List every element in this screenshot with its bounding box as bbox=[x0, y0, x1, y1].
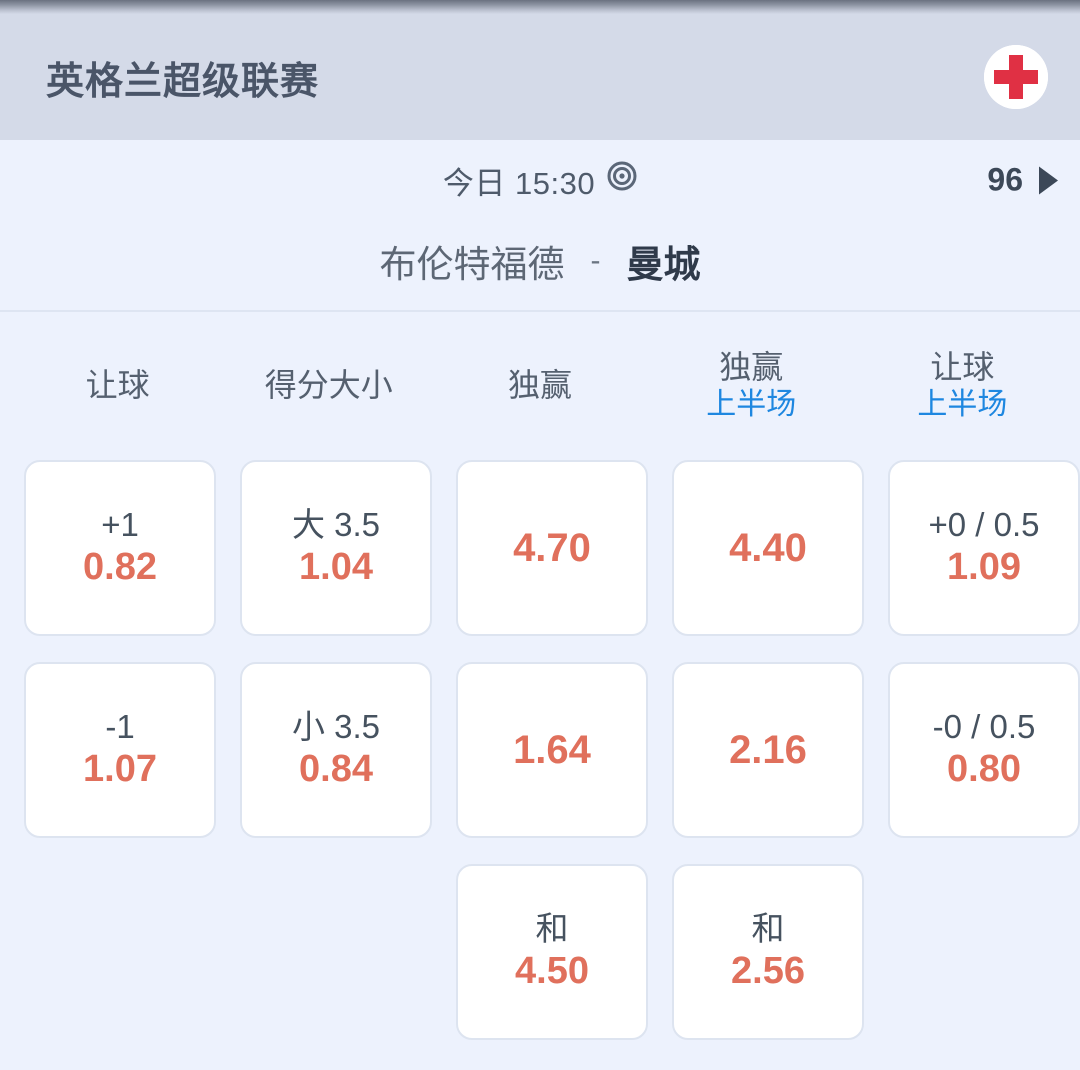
column-header-moneyline-first-half: 独赢 上半场 bbox=[658, 312, 845, 460]
odds-card-value: 2.56 bbox=[731, 950, 805, 993]
bullseye-icon bbox=[607, 161, 637, 199]
market-count: 96 bbox=[987, 161, 1023, 198]
odds-card-value: 1.07 bbox=[83, 748, 157, 791]
odds-slot: 4.40 bbox=[672, 460, 864, 636]
odds-card-label: 小 3.5 bbox=[291, 708, 381, 746]
odds-slot: 小 3.5 0.84 bbox=[240, 662, 432, 838]
match-meta-row: 今日 15:30 96 bbox=[0, 142, 1080, 218]
odds-card-label: 和 bbox=[751, 910, 785, 948]
odds-card[interactable]: +1 0.82 bbox=[24, 460, 216, 636]
red-cross-icon[interactable] bbox=[984, 45, 1048, 109]
odds-column-headers: 让球 得分大小 独赢 独赢 上半场 让球 上半场 bbox=[24, 312, 1056, 460]
odds-slot: +0 / 0.5 1.09 bbox=[888, 460, 1080, 636]
odds-slot: 大 3.5 1.04 bbox=[240, 460, 432, 636]
odds-card-value: 4.40 bbox=[729, 525, 807, 570]
app-header: 英格兰超级联赛 bbox=[0, 14, 1080, 140]
odds-card[interactable]: 和 2.56 bbox=[672, 864, 864, 1040]
odds-row: -1 1.07 小 3.5 0.84 1.64 2.16 -0 / 0.5 0.… bbox=[24, 662, 1080, 838]
odds-card-placeholder bbox=[24, 864, 216, 1040]
odds-card[interactable]: 大 3.5 1.04 bbox=[240, 460, 432, 636]
odds-card-label: +1 bbox=[101, 506, 139, 544]
odds-slot bbox=[24, 864, 216, 1040]
home-team-name: 布伦特福德 bbox=[379, 244, 565, 285]
odds-slot: 4.70 bbox=[456, 460, 648, 636]
odds-card-label: -1 bbox=[105, 708, 135, 746]
column-header-label: 让球 bbox=[930, 349, 995, 386]
market-count-group[interactable]: 96 bbox=[987, 162, 1058, 199]
column-header-label: 让球 bbox=[85, 367, 150, 404]
column-header-label: 独赢 bbox=[508, 367, 573, 404]
odds-slot: -0 / 0.5 0.80 bbox=[888, 662, 1080, 838]
column-header-totals: 得分大小 bbox=[235, 312, 422, 460]
odds-card[interactable]: 1.64 bbox=[456, 662, 648, 838]
odds-card[interactable]: 和 4.50 bbox=[456, 864, 648, 1040]
odds-card-value: 1.64 bbox=[513, 727, 591, 772]
section-divider bbox=[0, 310, 1080, 312]
column-header-sublabel: 上半场 bbox=[706, 388, 797, 422]
odds-slot: 和 2.56 bbox=[672, 864, 864, 1040]
odds-slot: -1 1.07 bbox=[24, 662, 216, 838]
odds-card-label: +0 / 0.5 bbox=[928, 506, 1040, 544]
odds-card[interactable]: -1 1.07 bbox=[24, 662, 216, 838]
odds-slot: 2.16 bbox=[672, 662, 864, 838]
odds-slot: 1.64 bbox=[456, 662, 648, 838]
odds-card-value: 4.70 bbox=[513, 525, 591, 570]
odds-card-label: 和 bbox=[535, 910, 569, 948]
odds-card-value: 2.16 bbox=[729, 727, 807, 772]
match-summary[interactable]: 今日 15:30 96 布伦特福德 - 曼城 bbox=[0, 140, 1080, 310]
odds-row: +1 0.82 大 3.5 1.04 4.70 4.40 +0 / 0.5 1.… bbox=[24, 460, 1080, 636]
odds-card[interactable]: -0 / 0.5 0.80 bbox=[888, 662, 1080, 838]
column-header-handicap-first-half: 让球 上半场 bbox=[869, 312, 1056, 460]
column-header-label: 独赢 bbox=[719, 349, 784, 386]
odds-card[interactable]: 小 3.5 0.84 bbox=[240, 662, 432, 838]
odds-card-value: 1.04 bbox=[299, 546, 373, 589]
odds-slot: 和 4.50 bbox=[456, 864, 648, 1040]
page-title: 英格兰超级联赛 bbox=[46, 60, 320, 103]
odds-slot: +1 0.82 bbox=[24, 460, 216, 636]
odds-card-label: 大 3.5 bbox=[291, 506, 381, 544]
odds-card-value: 0.84 bbox=[299, 748, 373, 791]
column-header-moneyline: 独赢 bbox=[446, 312, 633, 460]
away-team-name: 曼城 bbox=[626, 244, 701, 285]
match-datetime: 今日 15:30 bbox=[442, 165, 596, 201]
odds-card[interactable]: +0 / 0.5 1.09 bbox=[888, 460, 1080, 636]
odds-card-value: 4.50 bbox=[515, 950, 589, 993]
odds-card-value: 0.80 bbox=[947, 748, 1021, 791]
odds-card[interactable]: 2.16 bbox=[672, 662, 864, 838]
odds-card-label: -0 / 0.5 bbox=[932, 708, 1036, 746]
odds-slot bbox=[240, 864, 432, 1040]
triangle-right-icon[interactable] bbox=[1039, 166, 1058, 194]
team-separator: - bbox=[590, 244, 601, 277]
column-header-handicap: 让球 bbox=[24, 312, 211, 460]
odds-card-value: 1.09 bbox=[947, 546, 1021, 589]
odds-card-placeholder bbox=[240, 864, 432, 1040]
column-header-sublabel: 上半场 bbox=[917, 388, 1008, 422]
teams-row[interactable]: 布伦特福德 - 曼城 bbox=[0, 218, 1080, 310]
column-header-label: 得分大小 bbox=[264, 367, 393, 404]
odds-card[interactable]: 4.40 bbox=[672, 460, 864, 636]
odds-card-placeholder bbox=[888, 864, 1080, 1040]
status-bar-shadow bbox=[0, 0, 1080, 14]
odds-slot bbox=[888, 864, 1080, 1040]
odds-grid: 让球 得分大小 独赢 独赢 上半场 让球 上半场 +1 0.82 bbox=[0, 312, 1080, 1040]
odds-row: 和 4.50 和 2.56 bbox=[24, 864, 1056, 1040]
odds-card-value: 0.82 bbox=[83, 546, 157, 589]
odds-card[interactable]: 4.70 bbox=[456, 460, 648, 636]
match-datetime-group: 今日 15:30 bbox=[443, 158, 637, 203]
